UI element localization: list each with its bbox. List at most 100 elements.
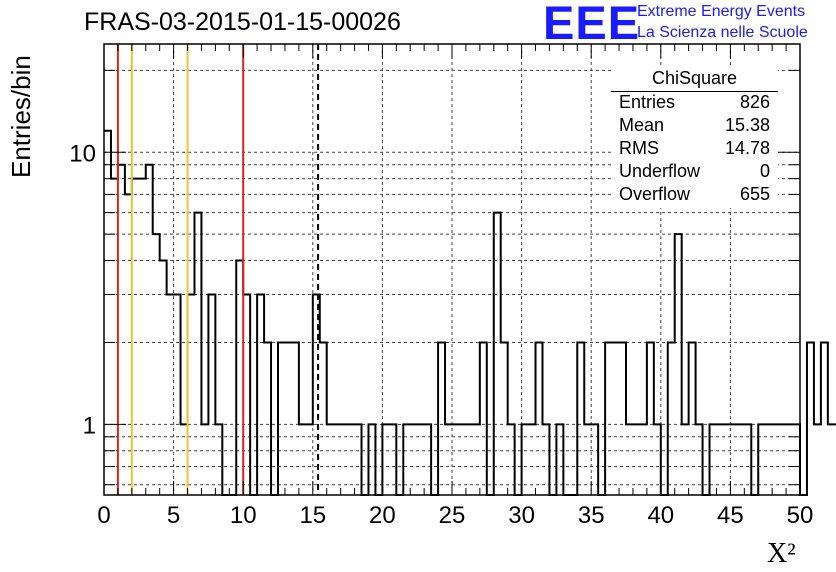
stats-value: 15.38 [724,115,770,135]
histogram-bin [438,342,445,495]
histogram-bin [501,342,508,495]
histogram-bin [619,342,626,495]
x-tick-label: 35 [578,502,605,529]
histogram-bin [626,424,633,495]
histogram-bin [584,424,591,495]
stats-label: Entries [619,92,676,112]
stats-label: Underflow [619,161,701,181]
histogram-bin [772,424,779,495]
stats-label: RMS [619,138,659,158]
histogram-bin [668,342,675,495]
x-tick-label: 10 [230,502,257,529]
histogram-bin [821,342,828,495]
histogram-bin [452,424,459,495]
histogram-bin [640,424,647,495]
histogram-bin [201,424,208,495]
x-tick-label: 50 [787,502,814,529]
histogram-bin [299,424,306,495]
histogram-bin [160,261,167,495]
stats-value: 655 [739,184,770,204]
y-axis-label: Entries/bin [6,55,36,178]
histogram-bin [675,234,682,495]
histogram-bin [104,131,111,495]
histogram-bin [605,342,612,495]
stats-header: ChiSquare [651,68,738,88]
stats-value: 0 [759,161,770,181]
stats-row-entries: Entries 826 [619,92,770,115]
histogram-bin [306,424,313,495]
histogram-bin [758,424,765,495]
histogram-bin [285,342,292,495]
histogram-bin [188,295,195,495]
histogram-bin [647,342,654,495]
histogram-bin [723,424,730,495]
histogram-bin [542,424,549,495]
histogram-bin [153,234,160,495]
logo-line-1: Extreme Energy Events [637,3,806,20]
histogram-bin [403,424,410,495]
logo-line-2: La Scienza nelle Scuole [637,24,808,41]
histogram-bin [424,424,431,495]
histogram-bin [236,261,243,495]
x-tick-label: 30 [508,502,535,529]
y-tick-label: 1 [83,412,96,439]
stats-label: Overflow [619,184,691,204]
histogram-bin [730,424,737,495]
histogram-bin [382,424,389,495]
histogram-bin [167,295,174,495]
histogram-bin [264,342,271,495]
histogram-bin [654,424,661,495]
histogram-bin [682,424,689,495]
histogram-bin [716,424,723,495]
histogram-bin [292,342,299,495]
histogram-bin [494,213,501,495]
y-tick-label: 10 [69,140,96,167]
x-tick-label: 45 [717,502,744,529]
stats-label: Mean [619,115,665,135]
histogram-bin [348,424,355,495]
histogram-bin [389,424,396,495]
histogram-bin [689,342,696,495]
histogram-bin [410,424,417,495]
histogram-bin [320,342,327,495]
histogram-bin [807,342,814,495]
histogram-bin [591,424,598,495]
stats-row-rms: RMS 14.78 [619,138,770,161]
histogram-bin [327,424,334,495]
histogram-bin [556,424,563,495]
histogram-bin [278,342,285,495]
histogram-bin [355,424,362,495]
histogram-bin [208,295,215,495]
histogram-bin [612,342,619,495]
histogram-bin [139,179,146,495]
histogram-bin [466,424,473,495]
histogram-bin [125,194,132,495]
x-tick-label: 5 [167,502,180,529]
x-tick-label: 15 [299,502,326,529]
histogram-bin [765,424,772,495]
histogram-bin [118,165,125,495]
stats-row-overflow: Overflow 655 [619,184,770,207]
histogram-bin [473,424,480,495]
x-tick-label: 20 [369,502,396,529]
histogram-bin [334,424,341,495]
histogram-bin [257,295,264,495]
histogram-bin [132,179,139,495]
x-axis-label: X² [767,538,796,569]
histogram-bin [828,424,835,495]
histogram-bin [445,424,452,495]
histogram-bin [181,424,188,495]
histogram-bin [215,424,222,495]
histogram-bin [146,165,153,495]
histogram-bin [368,424,375,495]
stats-row-mean: Mean 15.38 [619,115,770,138]
histogram-bin [522,424,529,495]
stats-value: 14.78 [724,138,770,158]
histogram-bin [779,424,786,495]
histogram-bin [529,424,536,495]
eee-logo: EEE [543,0,641,49]
histogram-bin [243,295,250,495]
histogram-bin [194,213,201,495]
x-tick-label: 0 [97,502,110,529]
